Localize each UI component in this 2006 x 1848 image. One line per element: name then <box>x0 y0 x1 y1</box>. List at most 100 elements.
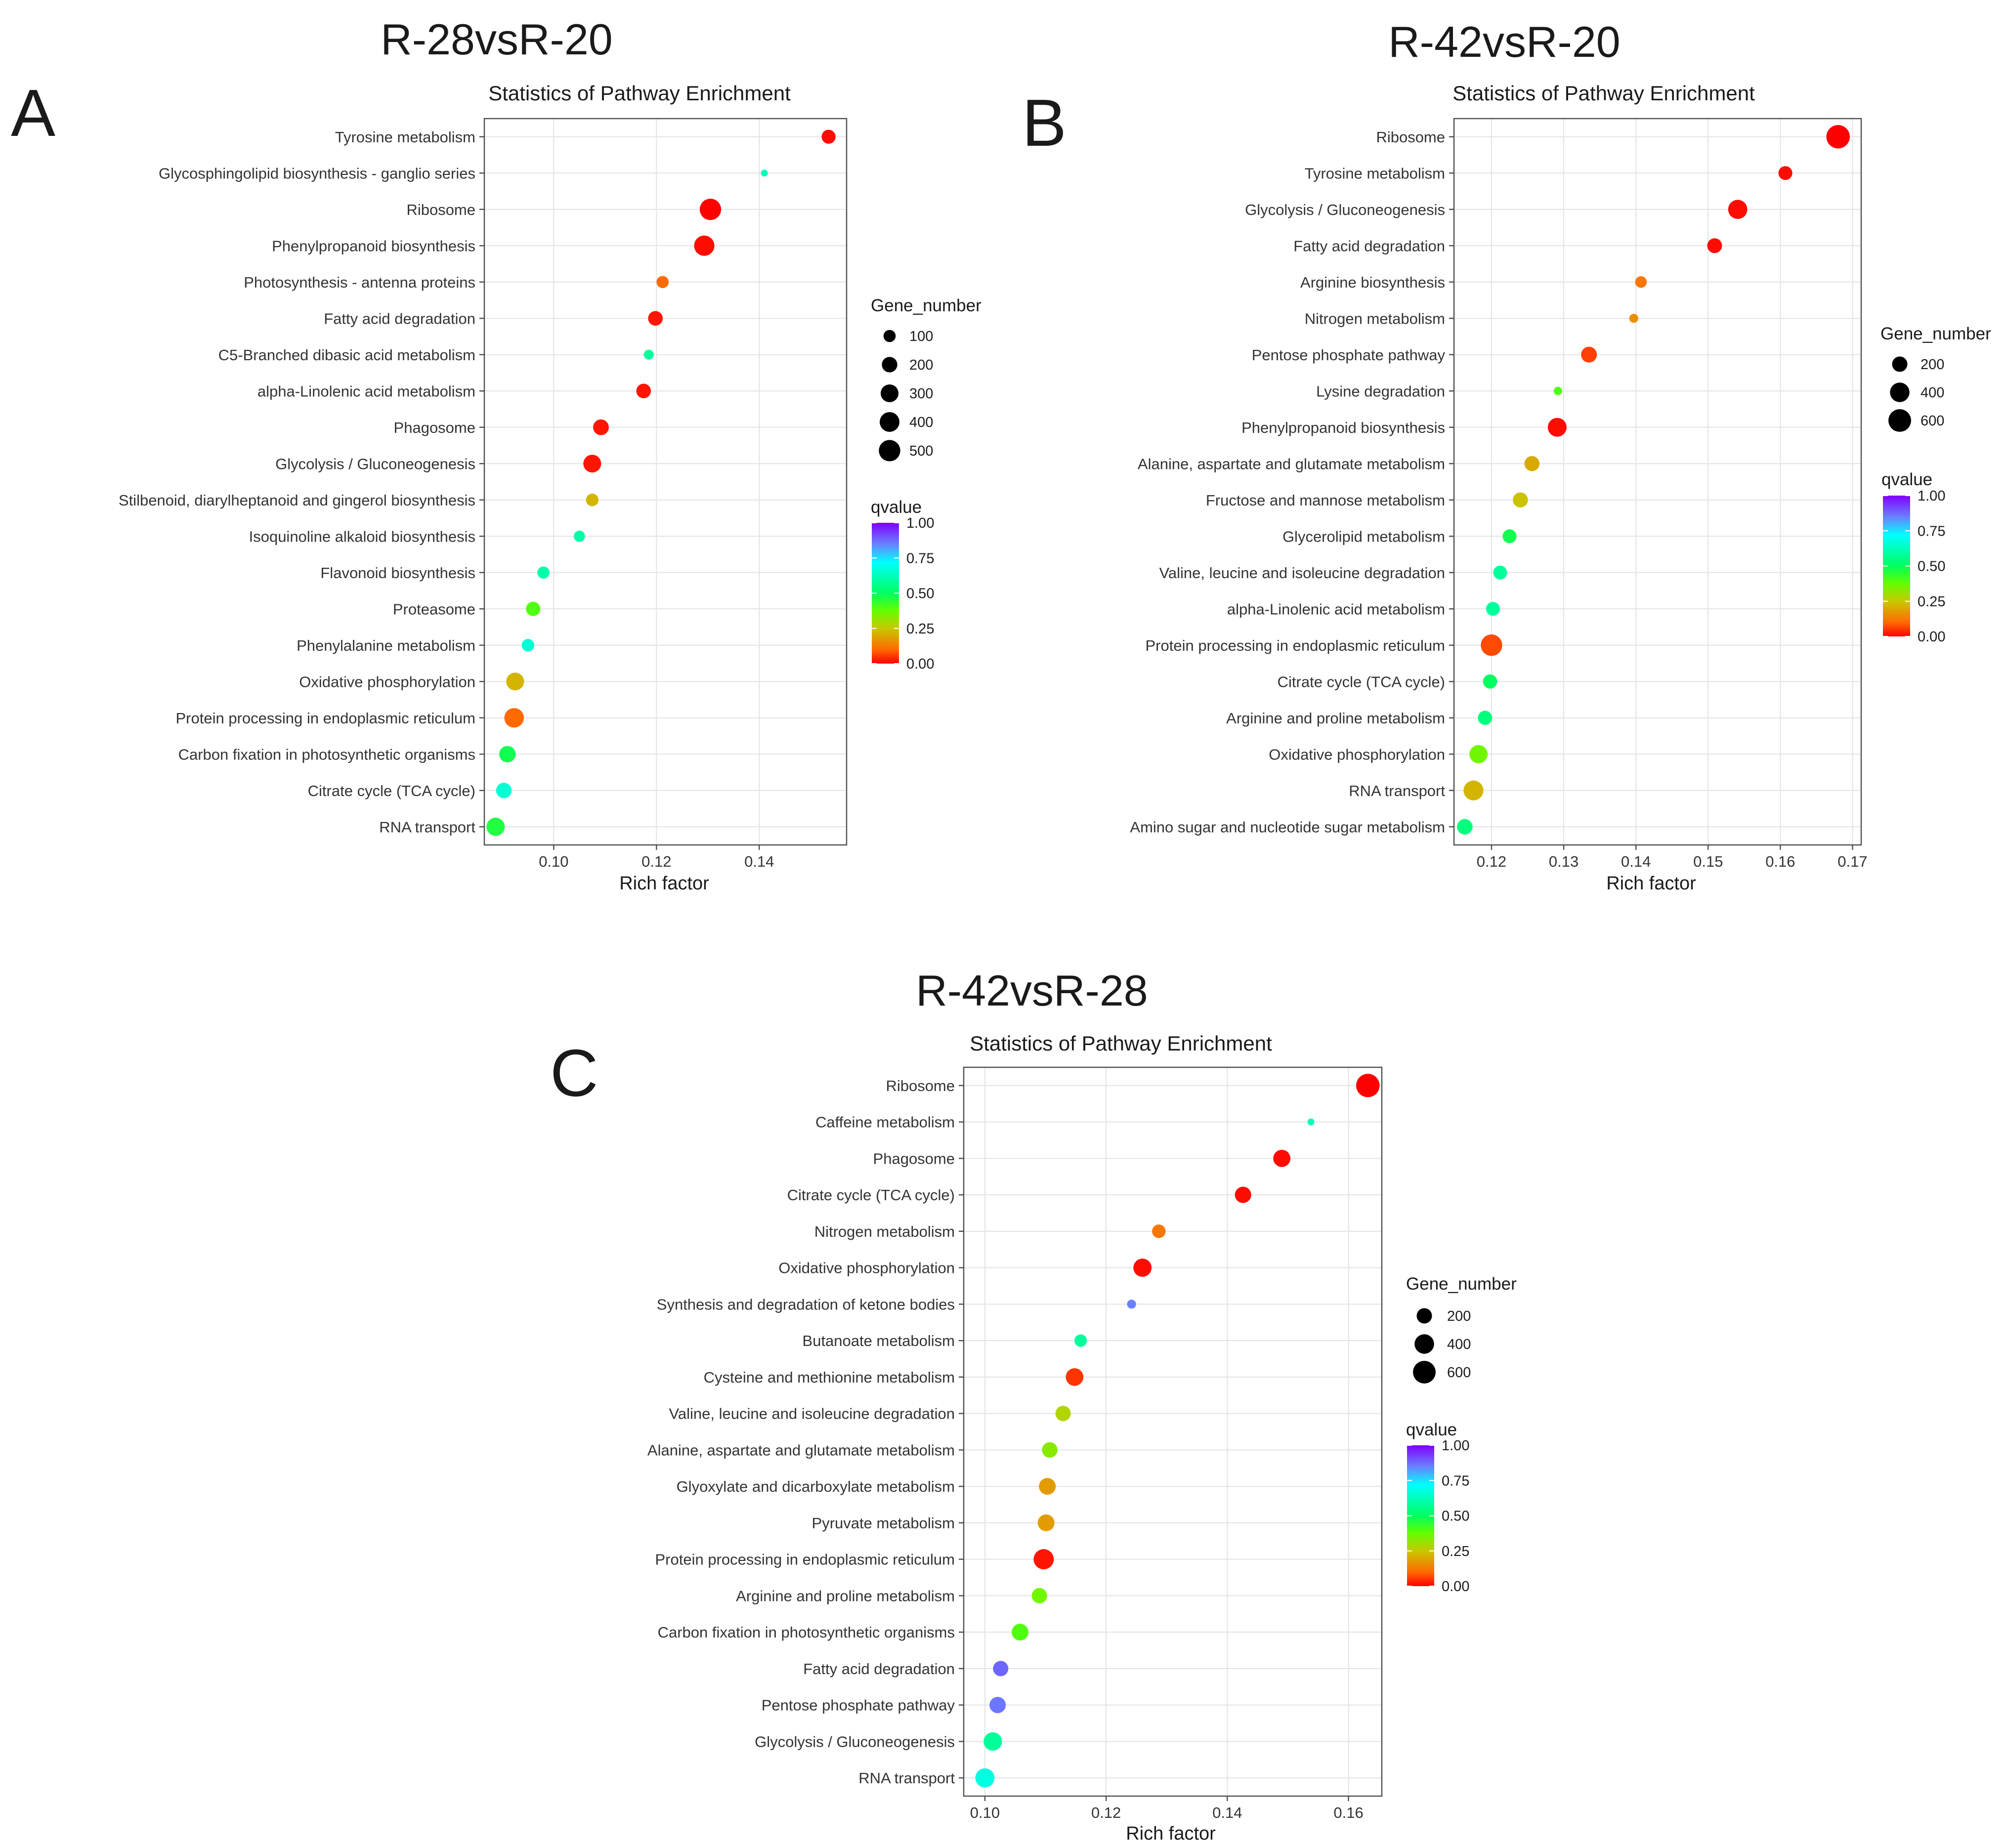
enrichment-point <box>1553 386 1562 395</box>
panel-c-letter: C <box>550 1036 598 1110</box>
x-tick-label: 0.12 <box>641 853 671 870</box>
pathway-label: Pentose phosphate pathway <box>762 1697 955 1714</box>
enrichment-point <box>1066 1368 1084 1386</box>
size-legend-label: 200 <box>1921 357 1944 373</box>
enrichment-point <box>1307 1118 1315 1126</box>
enrichment-point <box>643 349 654 360</box>
pathway-label: Cysteine and methionine metabolism <box>704 1369 955 1386</box>
pathway-label: Stilbenoid, diarylheptanoid and gingerol… <box>119 492 475 509</box>
pathway-label: Arginine biosynthesis <box>1300 274 1445 291</box>
panel-a-x-axis-label: Rich factor <box>619 873 709 894</box>
panel-a-plot-area: 0.10 0.12 0.14 Tyrosine metabolism Glycosphi… <box>119 118 848 870</box>
enrichment-point <box>496 783 512 798</box>
pathway-label: Phenylalanine metabolism <box>297 637 475 654</box>
plot-panel-background <box>1454 119 1861 845</box>
size-legend-dot <box>882 357 897 373</box>
pathway-label: Arginine and proline metabolism <box>1226 710 1445 727</box>
x-gridlines <box>1454 119 1861 845</box>
pathway-label: RNA transport <box>858 1769 955 1787</box>
enrichment-point <box>1012 1624 1028 1641</box>
colorbar-tick-label: 0.50 <box>1918 559 1945 575</box>
enrichment-point <box>486 817 505 836</box>
enrichment-point <box>504 708 524 728</box>
enrichment-point <box>1152 1224 1166 1238</box>
size-legend-label: 400 <box>1921 385 1944 401</box>
panel-b-plot-title: Statistics of Pathway Enrichment <box>1452 82 1755 105</box>
enrichment-point <box>699 199 722 220</box>
enrichment-point <box>1033 1549 1054 1570</box>
enrichment-point <box>574 530 585 542</box>
pathway-label: Butanoate metabolism <box>803 1332 955 1349</box>
colorbar-tick-label: 0.75 <box>1918 523 1945 539</box>
enrichment-point <box>1055 1406 1071 1422</box>
size-legend-label: 100 <box>909 329 933 344</box>
x-tick-label: 0.10 <box>539 853 568 870</box>
colorbar-tick-label: 1.00 <box>1918 488 1945 504</box>
colorbar-tick-label: 0.50 <box>906 586 934 602</box>
pathway-label: Ribosome <box>1376 128 1445 146</box>
enrichment-point <box>1481 634 1502 656</box>
size-legend-dot <box>1416 1308 1432 1324</box>
pathway-label: Glycolysis / Gluconeogenesis <box>1245 201 1445 218</box>
size-legend-label: 500 <box>909 443 933 459</box>
enrichment-point <box>526 601 541 616</box>
enrichment-point <box>1635 276 1647 288</box>
size-legend-dot <box>880 384 899 403</box>
pathway-label: C5-Branched dibasic acid metabolism <box>218 346 475 364</box>
pathway-label: Valine, leucine and isoleucine degradati… <box>669 1405 955 1423</box>
enrichment-point <box>506 672 524 691</box>
plot-panel-background <box>484 119 847 845</box>
panel-b-title: R-42vsR-20 <box>1388 17 1620 66</box>
enrichment-point <box>1483 674 1497 689</box>
enrichment-point <box>1728 200 1748 219</box>
pathway-label: Oxidative phosphorylation <box>1269 746 1445 763</box>
enrichment-point <box>1581 346 1597 363</box>
x-tick-label: 0.14 <box>744 853 774 870</box>
panel-c-colorbar-ticks: 0.00 0.25 0.50 0.75 1.00 <box>1407 1438 1469 1595</box>
pathway-label: Synthesis and degradation of ketone bodi… <box>657 1296 955 1313</box>
x-tick-label: 0.12 <box>1477 853 1506 870</box>
plot-panel-border <box>483 118 848 846</box>
panel-a-plot-title: Statistics of Pathway Enrichment <box>488 82 791 105</box>
pathway-label: Pyruvate metabolism <box>812 1514 955 1532</box>
panel-c-plot-title: Statistics of Pathway Enrichment <box>970 1032 1272 1055</box>
enrichment-point <box>1074 1334 1087 1347</box>
enrichment-point <box>1127 1300 1136 1309</box>
x-gridlines <box>964 1067 1382 1796</box>
plot-panel-border <box>963 1066 1383 1797</box>
size-legend-label: 200 <box>909 357 933 373</box>
enrichment-point <box>1493 565 1507 580</box>
pathway-label: Ribosome <box>406 201 475 218</box>
size-legend-label: 200 <box>1447 1308 1471 1324</box>
enrichment-point <box>821 129 836 144</box>
pathway-label: Alanine, aspartate and glutamate metabol… <box>1138 455 1445 472</box>
x-tick-label: 0.16 <box>1333 1804 1363 1821</box>
pathway-label: Oxidative phosphorylation <box>778 1260 955 1277</box>
enrichment-point <box>1486 602 1500 616</box>
panel-b-x-axis-label: Rich factor <box>1606 873 1696 894</box>
enrichment-point <box>694 235 715 256</box>
x-tick-label: 0.15 <box>1693 853 1723 870</box>
panel-b-size-legend-title: Gene_number <box>1880 324 1991 343</box>
pathway-label: Nitrogen metabolism <box>1305 310 1445 327</box>
colorbar-tick-label: 0.75 <box>906 550 934 566</box>
panel-a-title: R-28vsR-20 <box>381 15 612 64</box>
panel-b-color-legend-title: qvalue <box>1881 470 1932 489</box>
panel-b-size-legend-items: 200 400 600 <box>1888 356 1944 432</box>
panel-c-color-legend-title: qvalue <box>1406 1420 1457 1439</box>
enrichment-point <box>989 1697 1006 1714</box>
pathway-label: Lysine degradation <box>1316 382 1445 400</box>
enrichment-point <box>499 746 516 762</box>
enrichment-point <box>1524 456 1540 471</box>
pathway-label: Fatty acid degradation <box>1293 237 1445 254</box>
colorbar-tick-label: 0.00 <box>1442 1579 1469 1595</box>
pathway-label: alpha-Linolenic acid metabolism <box>257 382 475 400</box>
pathway-label: Phenylpropanoid biosynthesis <box>272 237 475 254</box>
pathway-label: Phagosome <box>873 1150 955 1167</box>
enrichment-point <box>1039 1478 1056 1495</box>
size-legend-dot <box>1890 382 1910 402</box>
x-tick-label: 0.17 <box>1837 853 1867 870</box>
colorbar-tick-label: 0.25 <box>906 621 934 637</box>
enrichment-point <box>1629 314 1638 323</box>
